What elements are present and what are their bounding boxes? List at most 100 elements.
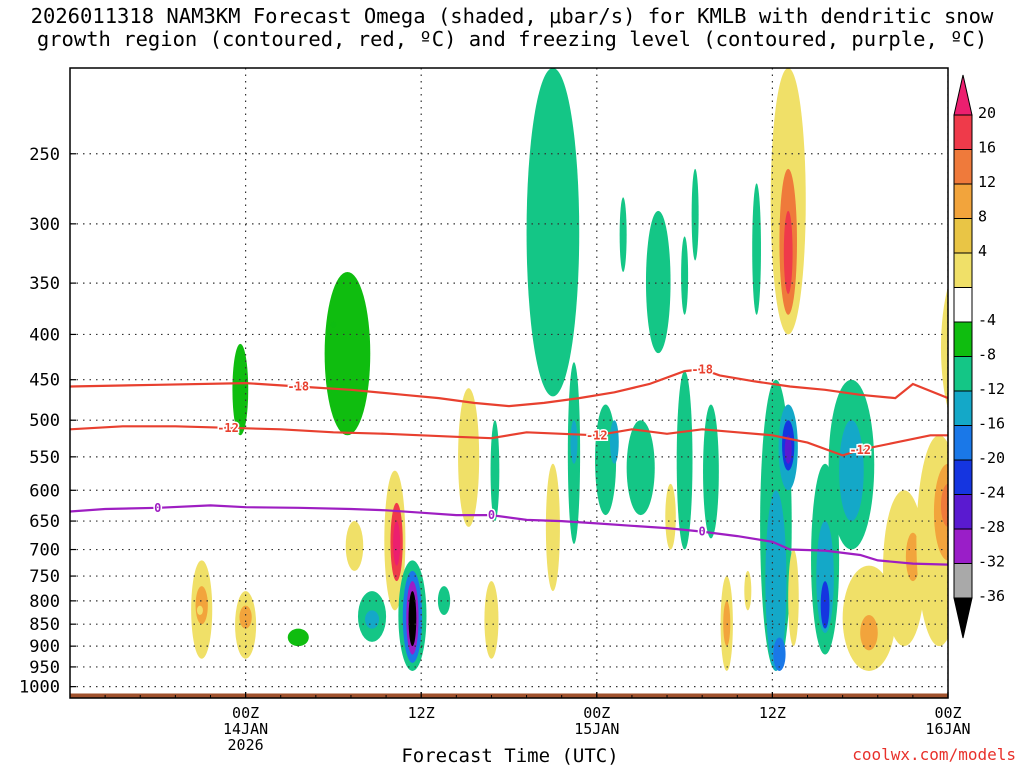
colorbar-segment <box>953 218 973 254</box>
y-tick-label: 500 <box>29 411 60 431</box>
omega-blob <box>665 483 676 550</box>
chart-title-line1: 2026011318 NAM3KM Forecast Omega (shaded… <box>30 4 994 28</box>
y-tick-label: 850 <box>29 615 60 635</box>
contour-label: -12 <box>217 421 239 435</box>
credit-text: coolwx.com/models <box>852 745 1016 764</box>
x-tick-date: 16JAN <box>925 720 970 738</box>
colorbar-segment <box>953 356 973 392</box>
omega-blob <box>860 615 878 651</box>
x-tick-label: 12Z <box>759 704 786 722</box>
omega-blob <box>905 532 920 582</box>
omega-blob <box>196 605 203 616</box>
contour-label: -12 <box>849 443 871 457</box>
omega-blob <box>676 371 693 550</box>
colorbar-label: -12 <box>978 380 1005 398</box>
omega-blob <box>645 210 671 354</box>
y-tick-label: 250 <box>29 145 60 165</box>
contour-label: 0 <box>154 501 161 515</box>
grid-lines <box>70 68 948 698</box>
y-tick-label: 750 <box>29 567 60 587</box>
contour-label: 0 <box>699 525 706 539</box>
omega-blob <box>820 581 830 629</box>
contour-label: 0 <box>488 508 495 522</box>
omega-cell-point <box>787 447 793 453</box>
omega-blob <box>324 271 371 436</box>
contour--12 <box>70 425 948 457</box>
ground-surface <box>70 693 948 698</box>
omega-blob <box>545 463 560 592</box>
y-tick-label: 700 <box>29 541 60 561</box>
x-tick-label: 00Z <box>232 704 259 722</box>
omega-blob <box>393 521 401 566</box>
ground-fill <box>70 693 948 698</box>
contour-label: -18 <box>691 362 713 376</box>
x-tick-label: 12Z <box>408 704 435 722</box>
x-axis-label: Forecast Time (UTC) <box>401 745 619 767</box>
colorbar-segment <box>953 597 973 639</box>
omega-blob <box>542 223 564 335</box>
omega-blob <box>232 343 249 436</box>
colorbar-segment <box>953 494 973 530</box>
omega-blob <box>783 210 793 294</box>
colorbar-segment <box>953 149 973 185</box>
y-tick-label: 300 <box>29 215 60 235</box>
y-tick-label: 900 <box>29 637 60 657</box>
omega-blob <box>570 420 578 464</box>
y-tick-label: 450 <box>29 371 60 391</box>
contour-lines: -18 -18 -12 -12 -12 0 0 0 <box>70 361 948 566</box>
y-tick-label: 1000 <box>19 678 60 698</box>
y-tick-label: 550 <box>29 448 60 468</box>
omega-blob <box>365 610 380 629</box>
x-tick-label: 00Z <box>583 704 610 722</box>
omega-cell-point <box>418 626 424 632</box>
contour--18 <box>70 368 948 408</box>
omega-blob <box>458 388 480 527</box>
colorbar-segment <box>953 74 973 116</box>
colorbar-label: -32 <box>978 553 1005 571</box>
colorbar-label: 12 <box>978 173 996 191</box>
colorbar-label: -4 <box>978 311 996 329</box>
x-tick-date: 14JAN <box>223 720 268 738</box>
x-tick-label: 00Z <box>934 704 961 722</box>
omega-blob <box>437 586 451 616</box>
colorbar-label: -20 <box>978 449 1005 467</box>
colorbar: 20 16 12 8 4 -4 -8 -12 -16 -20 -24 -28 -32 -36 <box>953 74 1005 639</box>
omega-blob <box>723 600 731 647</box>
omega-blob <box>626 420 655 516</box>
omega-blob <box>703 404 719 539</box>
omega-blob <box>940 483 948 527</box>
colorbar-label: 20 <box>978 104 996 122</box>
colorbar-label: -8 <box>978 346 996 364</box>
omega-blob <box>691 168 699 261</box>
colorbar-label: 8 <box>978 208 987 226</box>
omega-blob <box>816 521 834 634</box>
colorbar-label: -24 <box>978 484 1005 502</box>
colorbar-segment <box>953 459 973 495</box>
colorbar-label: -36 <box>978 587 1005 605</box>
omega-blob <box>940 286 948 410</box>
omega-blob <box>239 605 252 629</box>
y-tick-label: 350 <box>29 274 60 294</box>
contour-label: -18 <box>287 379 309 393</box>
y-tick-label: 800 <box>29 592 60 612</box>
omega-blob <box>619 197 627 272</box>
colorbar-segment <box>953 528 973 564</box>
omega-blob <box>788 549 799 647</box>
x-tick-date: 15JAN <box>574 720 619 738</box>
omega-blob <box>1009 405 1020 478</box>
colorbar-segment <box>953 563 973 599</box>
colorbar-segment <box>953 390 973 426</box>
omega-blob <box>408 591 417 647</box>
omega-blob <box>490 420 500 522</box>
colorbar-segment <box>953 252 973 288</box>
omega-blob <box>287 628 309 647</box>
colorbar-label: 4 <box>978 242 987 260</box>
omega-blob <box>883 490 926 647</box>
colorbar-label: -28 <box>978 518 1005 536</box>
colorbar-segment <box>953 114 973 150</box>
colorbar-segment <box>953 183 973 219</box>
y-tick-label: 400 <box>29 325 60 345</box>
chart-title-line2: growth region (contoured, red, ºC) and f… <box>36 27 988 51</box>
